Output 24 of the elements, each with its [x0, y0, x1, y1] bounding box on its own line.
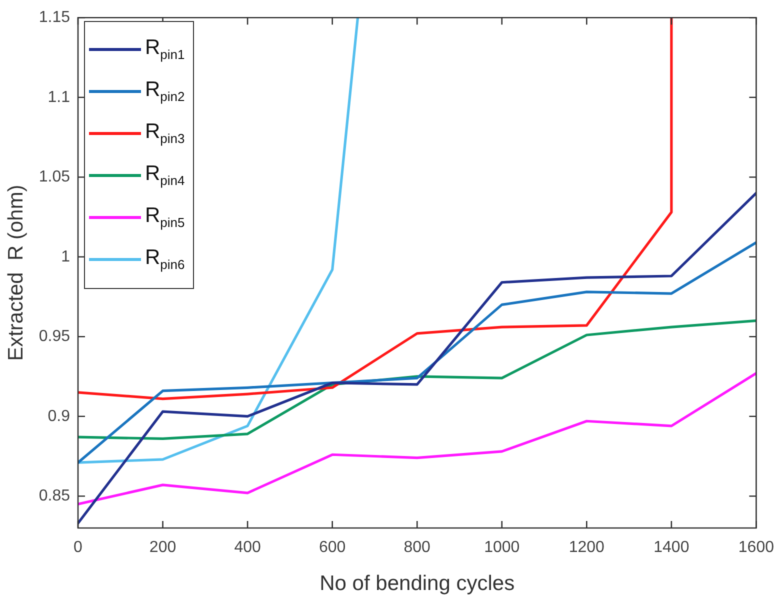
- legend-label: R$_{pin4}$: [145, 162, 185, 188]
- legend-label: R$_{pin3}$: [145, 120, 185, 146]
- y-tick-label: 1.1: [48, 88, 70, 106]
- y-tick-label: 1: [61, 248, 70, 266]
- y-tick-label: 0.95: [38, 328, 70, 346]
- x-tick-label: 1600: [738, 539, 774, 556]
- y-tick-label: 1.15: [38, 9, 70, 26]
- x-tick-label: 800: [404, 539, 431, 556]
- y-axis-title: Extracted R (ohm): [4, 184, 28, 361]
- legend-label: R$_{pin2}$: [145, 78, 185, 104]
- x-tick-label: 600: [318, 539, 346, 556]
- legend-label: R$_{pin5}$: [145, 204, 185, 230]
- y-tick-label: 1.05: [38, 168, 70, 186]
- x-tick-label: 1400: [654, 539, 690, 556]
- x-tick-label: 1200: [568, 539, 605, 556]
- x-tick-label: 400: [234, 539, 261, 556]
- x-tick-label: 0: [74, 539, 83, 556]
- x-tick-label: 200: [149, 539, 176, 556]
- legend-label: R$_{pin1}$: [145, 36, 185, 62]
- y-tick-label: 0.9: [48, 408, 70, 425]
- y-tick-label: 0.85: [38, 488, 70, 505]
- x-tick-label: 1000: [484, 539, 520, 556]
- x-axis-title: No of bending cycles: [320, 572, 515, 596]
- legend-label: R$_{pin6}$: [145, 246, 185, 272]
